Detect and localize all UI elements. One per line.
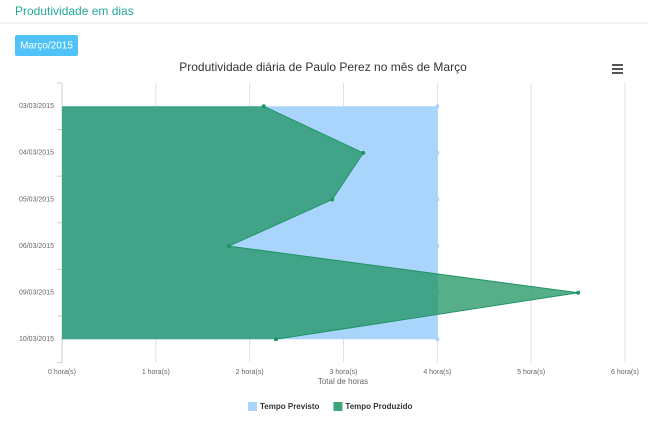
x-tick-label: 5 hora(s) [517,369,545,376]
x-tick-label: 6 hora(s) [611,369,639,376]
y-tick-label: 03/03/2015 [19,103,54,110]
menu-bar[interactable] [612,64,623,66]
chart-title: Produtividade diária de Paulo Perez no m… [179,60,467,74]
y-tick-label: 04/03/2015 [19,150,54,157]
month-button[interactable]: Março/2015 [15,35,78,56]
legend-swatch [333,402,343,411]
point [435,337,440,342]
area [62,106,579,340]
point [435,197,440,202]
point [261,104,266,109]
point [435,244,440,249]
point [227,244,232,249]
legend-label: Tempo Produzido [345,402,412,411]
x-tick-label: 2 hora(s) [236,369,264,376]
legend-label: Tempo Previsto [260,402,320,411]
area-line [227,105,579,340]
menu-bar[interactable] [612,68,623,70]
x-tick-label: 4 hora(s) [423,369,451,376]
point [576,290,581,295]
x-tick-label: 0 hora(s) [48,369,76,376]
y-tick-label: 06/03/2015 [19,243,54,250]
header-title: Produtividade em dias [15,4,134,18]
y-tick-label: 10/03/2015 [19,336,54,343]
point [330,197,335,202]
x-tick-label: 1 hora(s) [142,369,170,376]
y-tick-label: 05/03/2015 [19,196,54,203]
menu-icon[interactable] [612,64,623,74]
point [435,150,440,155]
y-tick-label: 09/03/2015 [19,290,54,297]
x-tick-label: 3 hora(s) [329,369,357,376]
point [273,337,278,342]
point [361,150,366,155]
legend-swatch [248,402,257,411]
menu-bar[interactable] [612,72,623,74]
point [435,104,440,109]
button-label[interactable]: Março/2015 [20,41,73,52]
x-axis-title: Total de horas [318,377,368,386]
button-bg[interactable] [15,35,78,56]
